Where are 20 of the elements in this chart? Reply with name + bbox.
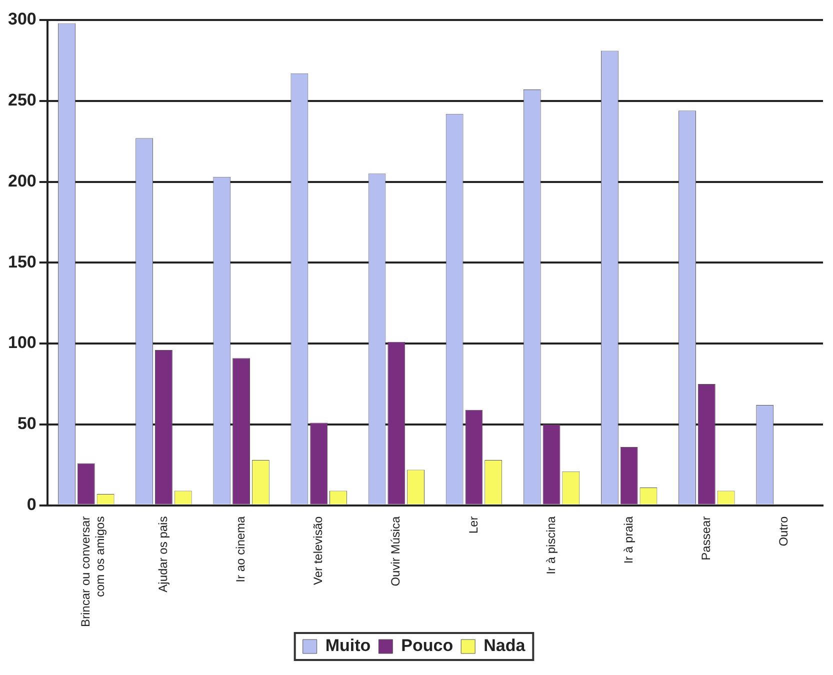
x-tick-label: Brincar ou conversar com os amigos: [78, 516, 107, 628]
y-tick-label: 0: [26, 494, 36, 514]
y-tick-label: 300: [8, 10, 36, 29]
y-tick-label: 200: [8, 171, 36, 190]
x-tick-label: Passear: [698, 516, 713, 560]
x-tick-label: Ouvir Música: [388, 516, 403, 586]
legend-label: Pouco: [401, 636, 454, 656]
x-tick-label: Outro: [776, 516, 791, 546]
x-tick-label: Ajudar os pais: [156, 516, 170, 592]
y-tick-label: 50: [17, 414, 36, 434]
y-tick-label: 250: [8, 90, 36, 110]
x-tick-label: Ver televisão: [311, 516, 326, 586]
x-tick-label: Ir à praia: [621, 516, 636, 564]
x-tick-label: Ir à piscina: [544, 516, 558, 574]
y-tick-label: 100: [8, 333, 36, 352]
legend-label: Muito: [325, 636, 371, 656]
x-tick-label: Ir ao cinema: [234, 516, 248, 582]
x-tick-label: Ler: [466, 516, 480, 534]
y-tick-label: 150: [8, 252, 36, 272]
legend-label: Nada: [484, 636, 526, 656]
